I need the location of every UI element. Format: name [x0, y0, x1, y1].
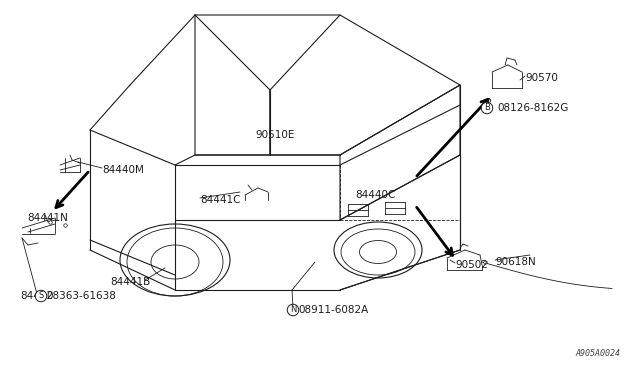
Text: 90510E: 90510E: [255, 130, 294, 140]
Text: 08363-61638: 08363-61638: [46, 291, 116, 301]
Text: 84441C: 84441C: [200, 195, 241, 205]
Text: 84441B: 84441B: [110, 277, 150, 287]
Text: B: B: [484, 103, 490, 112]
Text: N: N: [290, 305, 296, 314]
Text: 84440C: 84440C: [355, 190, 396, 200]
Text: 08911-6082A: 08911-6082A: [298, 305, 368, 315]
Text: 84440M: 84440M: [102, 165, 144, 175]
Text: 84441N: 84441N: [27, 213, 68, 223]
Text: S: S: [38, 292, 44, 301]
Text: 90570: 90570: [525, 73, 558, 83]
Text: 90618N: 90618N: [495, 257, 536, 267]
Text: A905A0024: A905A0024: [575, 349, 620, 358]
Text: 08126-8162G: 08126-8162G: [497, 103, 568, 113]
Text: 84442: 84442: [20, 291, 53, 301]
Text: 90502: 90502: [455, 260, 488, 270]
